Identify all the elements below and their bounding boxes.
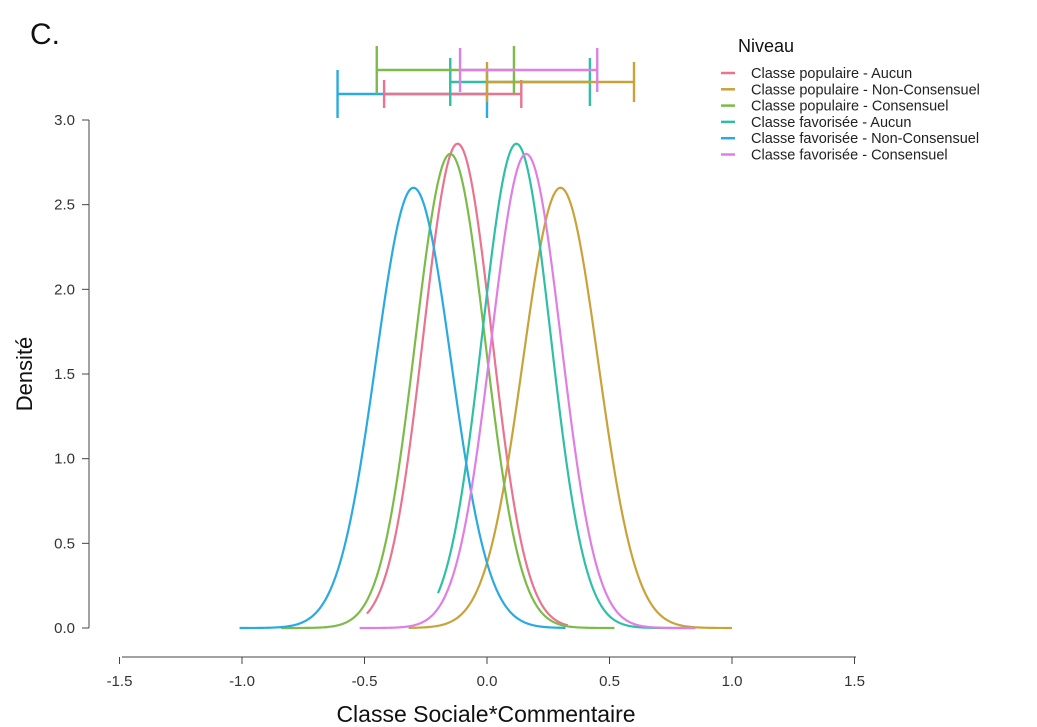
y-tick-label: 0.5: [54, 535, 75, 552]
x-tick-label: 1.5: [844, 673, 865, 690]
legend-title: Niveau: [738, 36, 794, 56]
axes: [88, 120, 856, 658]
legend-label: Classe populaire - Consensuel: [751, 99, 948, 115]
legend-label: Classe populaire - Non-Consensuel: [751, 82, 980, 98]
x-tick-label: -0.5: [352, 673, 378, 690]
legend-item: Classe populaire - Non-Consensuel: [721, 82, 980, 98]
x-tick-label: -1.0: [229, 673, 255, 690]
panel-label: C.: [30, 18, 60, 51]
ci-bar-1: [382, 80, 523, 108]
legend-label: Classe favorisée - Consensuel: [751, 148, 948, 164]
x-tick-label: 1.0: [722, 673, 743, 690]
y-axis-title: Densité: [12, 337, 37, 412]
density-curve-5: [239, 186, 566, 630]
y-tick-label: 1.5: [54, 366, 75, 383]
density-curve-2: [408, 186, 733, 630]
legend-item: Classe favorisée - Consensuel: [721, 148, 948, 164]
x-tick-label: 0.5: [599, 673, 620, 690]
legend-item: Classe populaire - Consensuel: [721, 99, 948, 115]
legend-label: Classe favorisée - Aucun: [751, 115, 911, 131]
y-ticks: 0.0 0.5 1.0 1.5 2.0 2.5 3.0: [54, 112, 89, 637]
ci-bar-2: [485, 62, 636, 102]
legend-item: Classe populaire - Aucun: [721, 66, 912, 82]
density-curve-1: [366, 142, 569, 627]
legend-item: Classe favorisée - Non-Consensuel: [721, 131, 979, 147]
density-curve-6: [359, 152, 696, 630]
x-tick-label: -1.5: [107, 673, 133, 690]
y-tick-label: 2.0: [54, 281, 75, 298]
ci-bar-6: [458, 48, 599, 92]
x-tick-label: 0.0: [477, 673, 498, 690]
y-tick-label: 1.0: [54, 451, 75, 468]
x-axis-title: Classe Sociale*Commentaire: [336, 701, 635, 727]
legend-label: Classe populaire - Aucun: [751, 66, 912, 82]
confidence-intervals: [336, 46, 636, 118]
y-tick-label: 0.0: [54, 620, 75, 637]
density-curve-3: [281, 152, 615, 630]
y-tick-label: 3.0: [54, 112, 75, 129]
x-ticks: -1.5 -1.0 -0.5 0.0 0.5 1.0 1.5: [107, 657, 865, 690]
legend-label: Classe favorisée - Non-Consensuel: [751, 131, 979, 147]
density-curves: [239, 142, 733, 630]
legend-item: Classe favorisée - Aucun: [721, 115, 911, 131]
y-tick-label: 2.5: [54, 197, 75, 214]
